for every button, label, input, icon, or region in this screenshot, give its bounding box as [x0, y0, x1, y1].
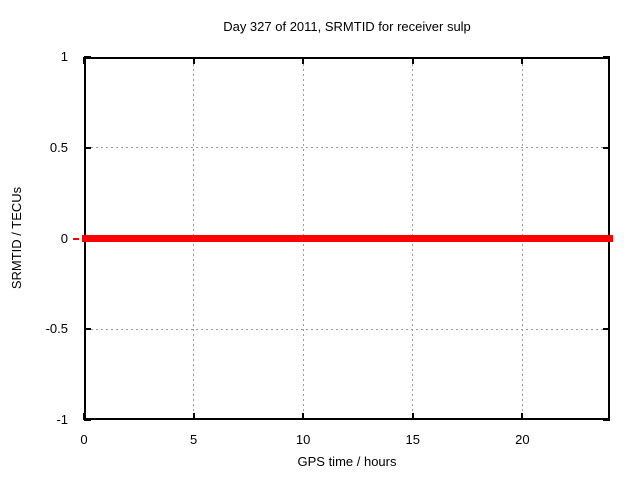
y-gridline: [86, 147, 608, 149]
x-tick-mark-top: [83, 57, 85, 64]
y-tick-label: -0.5: [45, 321, 68, 337]
x-tick-mark-top: [192, 57, 195, 64]
y-tick-mark-left: [84, 419, 91, 421]
y-tick-label: 0: [60, 230, 68, 246]
x-tick-label: 0: [80, 432, 88, 447]
x-tick-mark-bottom: [83, 413, 85, 420]
y-tick-label: 0.5: [49, 139, 68, 155]
x-tick-mark-top: [302, 57, 305, 64]
x-axis-label: GPS time / hours: [297, 454, 397, 469]
y-tick-mark-right: [603, 328, 610, 331]
y-tick-label: -1: [56, 412, 68, 427]
x-tick-mark-bottom: [302, 413, 305, 420]
y-gridline: [86, 328, 608, 330]
y-tick-mark-right: [603, 146, 610, 149]
x-tick-label: 20: [515, 432, 530, 447]
plot-area: [73, 56, 613, 421]
zero-level-edge-dash: [73, 237, 79, 240]
x-tick-label: 10: [295, 432, 311, 447]
y-tick-mark-right: [603, 419, 610, 421]
chart-title: Day 327 of 2011, SRMTID for receiver sul…: [223, 19, 471, 34]
y-tick-mark-right: [603, 56, 610, 58]
y-tick-label: 1: [60, 49, 68, 64]
x-tick-label: 5: [189, 432, 198, 447]
y-tick-mark-left: [84, 328, 91, 331]
x-tick-mark-top: [411, 57, 414, 64]
x-tick-label: 15: [405, 432, 420, 447]
x-tick-mark-bottom: [192, 413, 195, 420]
x-tick-mark-bottom: [521, 413, 524, 420]
x-tick-mark-top: [521, 57, 524, 64]
x-tick-mark-bottom: [411, 413, 414, 420]
series-line-srmtid: [82, 235, 613, 242]
y-tick-mark-left: [84, 146, 91, 149]
y-tick-mark-left: [84, 56, 91, 58]
